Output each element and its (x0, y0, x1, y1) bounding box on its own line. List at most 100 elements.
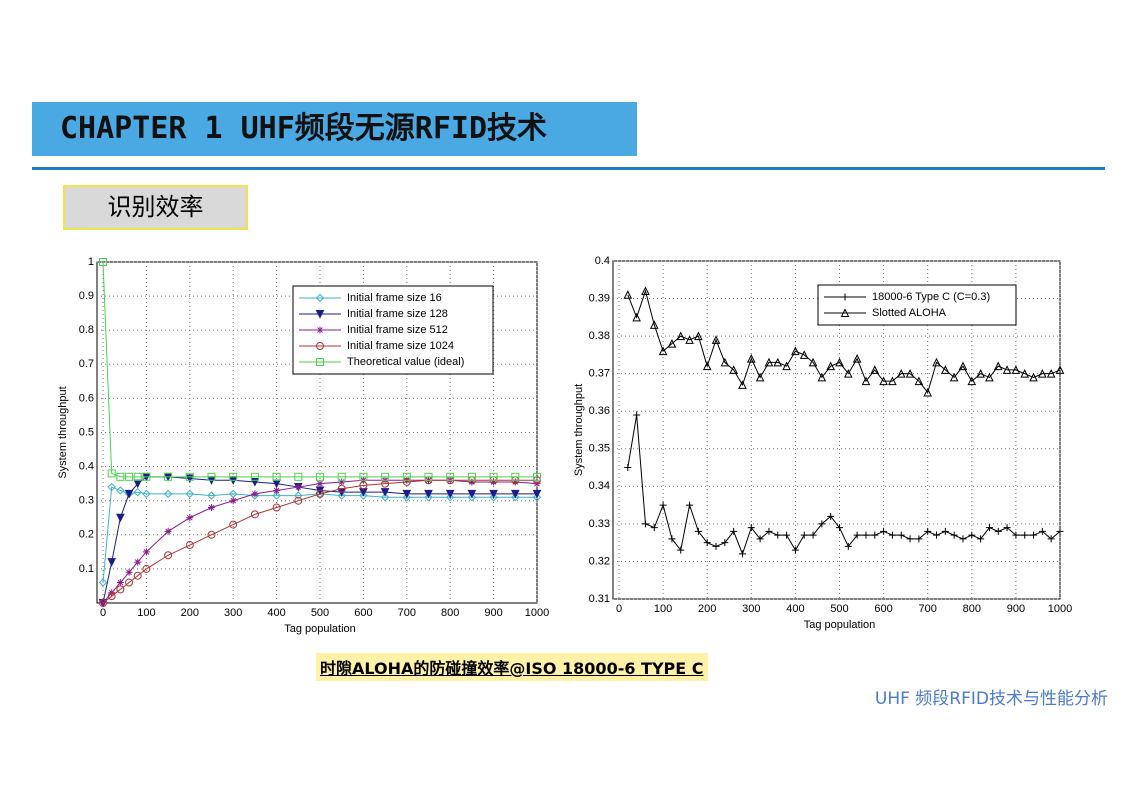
x-tick-label: 700 (919, 603, 937, 615)
marker (315, 310, 325, 319)
x-tick-label: 1000 (525, 607, 549, 619)
marker (207, 491, 216, 500)
marker (968, 531, 976, 539)
marker (633, 411, 641, 419)
marker (641, 520, 649, 528)
marker (906, 535, 914, 543)
marker (359, 481, 368, 490)
marker (489, 493, 498, 502)
marker (765, 527, 773, 535)
marker (827, 512, 835, 520)
marker (774, 531, 782, 539)
x-tick-label: 300 (742, 603, 760, 615)
marker (959, 535, 967, 543)
y-axis-label: System throughput (573, 384, 585, 476)
marker (142, 489, 151, 499)
marker (756, 535, 764, 543)
marker (658, 346, 668, 356)
marker (316, 472, 324, 481)
marker (879, 376, 888, 386)
marker (923, 387, 933, 397)
marker (915, 535, 923, 543)
marker (107, 469, 116, 478)
marker (511, 472, 520, 481)
marker (337, 472, 346, 481)
marker (359, 472, 368, 481)
marker (1003, 524, 1011, 532)
marker (424, 472, 433, 481)
marker (316, 489, 324, 498)
marker (381, 472, 390, 481)
marker (107, 558, 116, 567)
marker (272, 503, 281, 512)
marker (273, 486, 281, 494)
marker (632, 312, 641, 322)
marker (134, 558, 142, 566)
marker (994, 527, 1002, 535)
marker (685, 335, 694, 344)
marker (107, 482, 116, 492)
y-tick-label: 0.7 (79, 358, 94, 370)
y-tick-label: 0.6 (79, 392, 94, 404)
marker (185, 489, 195, 499)
marker (116, 472, 125, 481)
marker (870, 365, 880, 374)
marker (932, 357, 941, 367)
marker (791, 546, 799, 554)
marker (107, 592, 116, 601)
marker (164, 472, 173, 481)
marker (852, 354, 862, 363)
marker (186, 514, 194, 522)
marker (294, 496, 303, 505)
x-tick-label: 400 (267, 607, 285, 619)
x-axis-label: Tag population (804, 619, 876, 631)
marker (844, 369, 853, 378)
marker (402, 489, 412, 499)
marker (764, 357, 774, 367)
marker (853, 531, 861, 539)
marker (738, 550, 746, 558)
x-tick-label: 100 (137, 607, 155, 619)
marker (1021, 531, 1029, 539)
marker (272, 491, 281, 500)
y-tick-label: 1 (88, 256, 94, 268)
marker (251, 490, 259, 498)
marker (511, 493, 520, 502)
marker (316, 326, 324, 334)
y-tick-label: 0.3 (79, 495, 94, 507)
marker (116, 486, 125, 495)
marker (871, 531, 879, 539)
marker (125, 568, 133, 576)
x-tick-label: 300 (224, 607, 242, 619)
marker (337, 491, 346, 500)
x-tick-label: 500 (830, 603, 848, 615)
x-tick-label: 0 (100, 607, 106, 619)
marker (667, 339, 677, 348)
marker (817, 372, 827, 382)
marker (490, 478, 498, 486)
marker (1012, 531, 1020, 539)
marker (229, 520, 238, 529)
marker (316, 358, 324, 366)
x-tick-label: 800 (441, 607, 459, 619)
marker (649, 320, 659, 329)
marker (98, 578, 108, 587)
marker (359, 491, 368, 500)
legend-label: Initial frame size 16 (347, 292, 442, 304)
marker (294, 491, 303, 500)
marker (1056, 527, 1064, 535)
legend-label: 18000-6 Type C (C=0.3) (872, 291, 990, 303)
marker (207, 530, 216, 539)
marker (958, 361, 968, 371)
marker (467, 472, 476, 481)
marker (294, 483, 302, 491)
marker (1030, 531, 1038, 539)
y-tick-label: 0.8 (79, 324, 94, 336)
y-tick-label: 0.32 (589, 555, 610, 567)
marker (208, 504, 215, 512)
marker (532, 489, 542, 499)
marker (712, 542, 720, 550)
marker (721, 539, 729, 547)
y-tick-label: 0.35 (589, 443, 610, 455)
